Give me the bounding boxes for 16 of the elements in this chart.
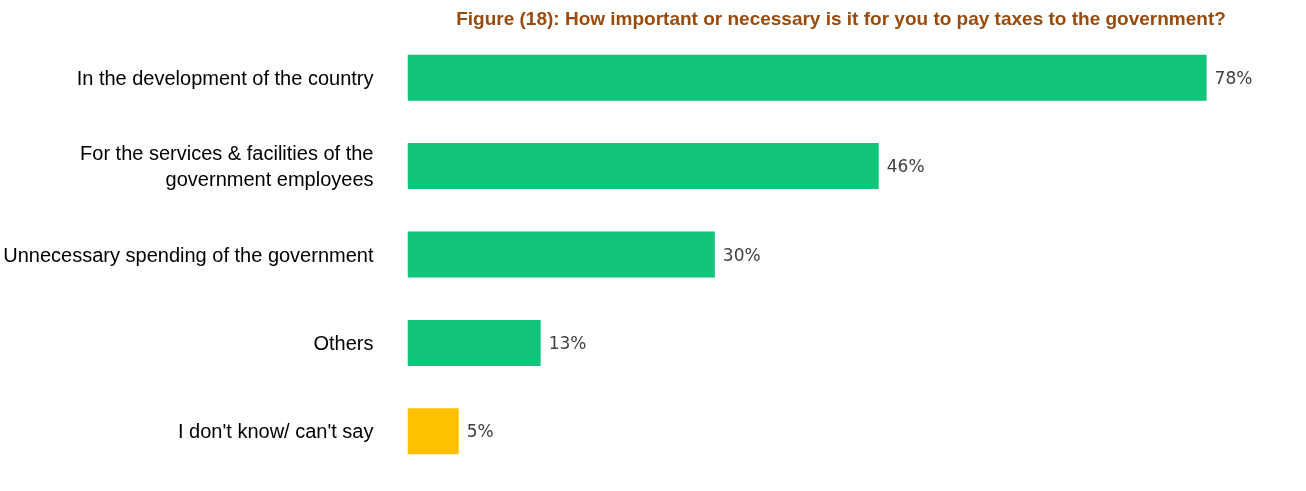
data-label: 46% <box>886 156 925 177</box>
y-tick-label: Others <box>313 331 374 354</box>
data-label: 78% <box>1214 67 1253 88</box>
data-label: 30% <box>722 244 761 265</box>
bar <box>407 143 879 190</box>
y-tick-label: For the services & facilities of the government employees <box>80 141 374 191</box>
data-label: 13% <box>548 332 587 353</box>
bar <box>407 319 541 366</box>
y-tick-label: Unnecessary spending of the government <box>3 243 374 266</box>
chart-title: Figure (18): How important or necessary is it for you to pay taxes to the government? <box>456 7 1226 29</box>
bar <box>407 231 715 278</box>
data-label: 5% <box>466 421 494 442</box>
y-tick-label: I don't know/ can't say <box>177 420 374 443</box>
bar <box>407 54 1207 101</box>
y-tick-label: In the development of the country <box>76 66 374 89</box>
bar <box>407 408 459 455</box>
